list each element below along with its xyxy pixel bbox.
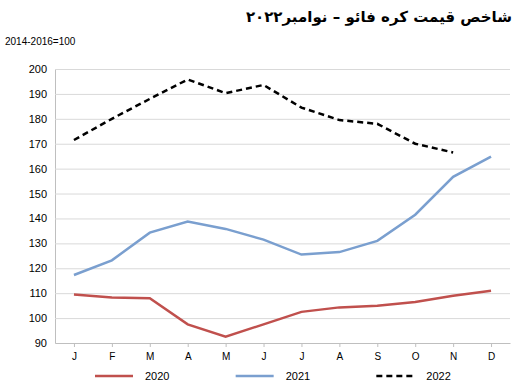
grid-line [55, 119, 510, 120]
y-tick: 160 [29, 163, 510, 175]
x-tick-mark [453, 343, 454, 347]
x-tick: A [185, 343, 192, 362]
chart-container: شاخص قیمت کره فائو – نوامبر۲۰۲۲ 2014-2016… [0, 0, 522, 388]
y-tick: 200 [29, 63, 510, 75]
y-tick-label: 190 [29, 88, 47, 100]
x-tick-label: M [146, 351, 154, 362]
x-tick-label: D [488, 351, 495, 362]
x-tick: J [72, 343, 77, 362]
x-tick-label: J [72, 351, 77, 362]
legend-label: 2021 [286, 370, 310, 382]
x-tick: S [374, 343, 381, 362]
x-tick-mark [264, 343, 265, 347]
plot: 90 100 110 120 130 140 150 160 170 180 190 200 J F M A M… [29, 63, 511, 362]
y-tick: 130 [29, 237, 510, 249]
y-tick-label: 100 [29, 312, 47, 324]
grid-line [55, 169, 510, 170]
x-tick: N [450, 343, 457, 362]
grid-line [55, 343, 510, 344]
x-tick: F [109, 343, 115, 362]
series-line [74, 157, 491, 275]
y-tick-label: 160 [29, 163, 47, 175]
legend-swatch [95, 375, 133, 378]
y-tick-label: 150 [29, 188, 47, 200]
grid-line [55, 94, 510, 95]
x-tick-mark [491, 343, 492, 347]
legend: 2020 2021 2022 [95, 370, 451, 382]
x-tick: M [146, 343, 154, 362]
x-tick-label: O [412, 351, 420, 362]
x-tick-mark [377, 343, 378, 347]
x-tick-mark [150, 343, 151, 347]
x-tick: D [488, 343, 495, 362]
y-axis-label: 2014-2016=100 [5, 36, 76, 47]
y-tick-label: 120 [29, 262, 47, 274]
grid-line [55, 218, 510, 219]
x-tick-label: F [109, 351, 115, 362]
x-tick: A [337, 343, 344, 362]
x-tick-label: J [262, 351, 267, 362]
legend-label: 2022 [426, 370, 450, 382]
series-line [74, 291, 491, 337]
x-tick: M [222, 343, 230, 362]
grid-line [55, 144, 510, 145]
x-tick-mark [339, 343, 340, 347]
x-tick-mark [226, 343, 227, 347]
x-tick-label: S [374, 351, 381, 362]
x-tick-label: J [299, 351, 304, 362]
x-tick-mark [112, 343, 113, 347]
x-axis-line [56, 343, 511, 344]
y-axis: 90 100 110 120 130 140 150 160 170 180 190 200 [29, 63, 510, 349]
grid-line [55, 69, 510, 70]
x-tick-mark [74, 343, 75, 347]
x-tick: O [412, 343, 420, 362]
grid-line [55, 194, 510, 195]
y-tick: 90 [35, 337, 510, 349]
x-tick: J [299, 343, 304, 362]
x-axis: JFMAMJJASOND [56, 343, 511, 362]
x-tick-mark [188, 343, 189, 347]
title: شاخص قیمت کره فائو – نوامبر۲۰۲۲ [246, 8, 512, 26]
y-tick-label: 110 [29, 287, 47, 299]
x-tick-mark [301, 343, 302, 347]
y-tick-label: 180 [29, 113, 47, 125]
y-axis-line [55, 70, 56, 344]
y-tick-label: 170 [29, 138, 47, 150]
y-tick-label: 130 [29, 237, 47, 249]
grid-line [55, 268, 510, 269]
y-tick-label: 140 [29, 212, 47, 224]
legend-swatch [236, 375, 274, 378]
y-tick-label: 200 [29, 63, 47, 75]
series-line [74, 79, 453, 152]
x-tick-label: A [337, 351, 344, 362]
x-tick-label: A [185, 351, 192, 362]
x-tick-label: M [222, 351, 230, 362]
grid-line [55, 243, 510, 244]
y-tick: 140 [29, 212, 510, 224]
y-tick-label: 90 [35, 337, 47, 349]
legend-label: 2020 [145, 370, 169, 382]
legend-swatch [376, 375, 414, 378]
chart: شاخص قیمت کره فائو – نوامبر۲۰۲۲ 2014-2016… [0, 0, 522, 388]
y-tick: 180 [29, 113, 510, 125]
x-tick-mark [415, 343, 416, 347]
x-tick-label: N [450, 351, 457, 362]
grid-line [55, 293, 510, 294]
lines [74, 79, 491, 336]
x-tick: J [262, 343, 267, 362]
